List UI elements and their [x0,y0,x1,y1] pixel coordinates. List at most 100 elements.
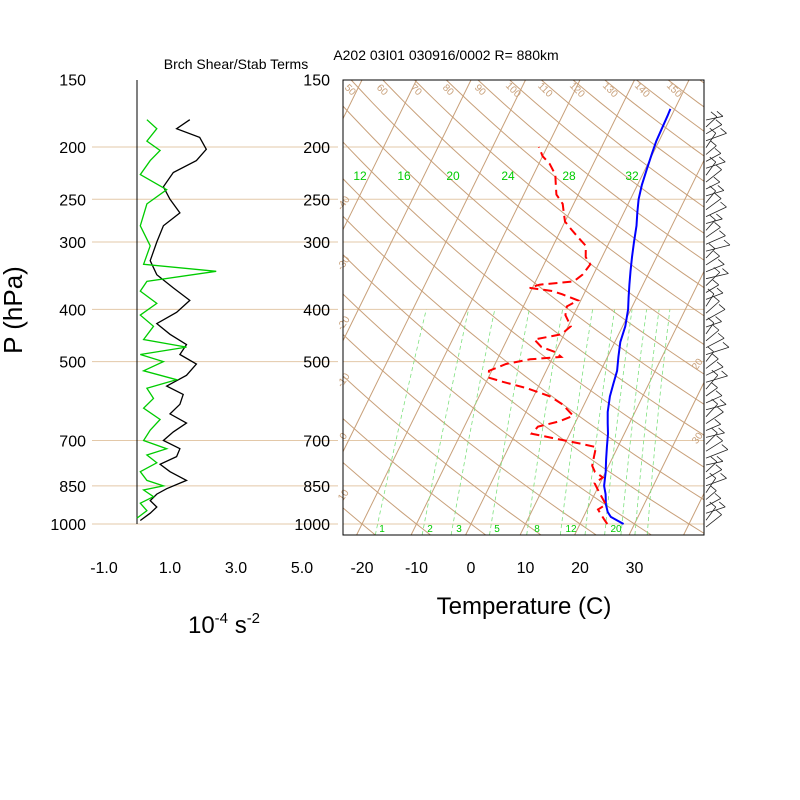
wind-barb [705,460,723,466]
wind-barb-flag [711,398,718,405]
wind-barb [705,461,718,473]
dry-adiabat-line [343,375,542,535]
wind-barb [705,403,718,417]
dry-adiabat-line [509,80,704,234]
wind-barb-flag [715,119,723,125]
wind-barb-flag [717,406,724,413]
wind-barb [705,395,723,404]
mixing-ratio-line [634,309,660,535]
wind-barb [705,440,723,452]
left-pressure-grid [92,146,338,525]
wind-barb [705,190,724,197]
wind-barb [705,132,727,142]
isotherm-line [343,80,472,342]
wind-barb-flag [716,110,724,117]
dry-adiabat-line [445,80,704,289]
wind-barb-flag [714,418,722,425]
wind-barb [705,124,723,135]
wind-barb-flag [715,464,723,470]
left-pressure-tick-300: 300 [59,235,86,252]
wind-barb [705,346,730,355]
wind-barb-flag [709,127,716,134]
mixing-ratio-label-bottom: 1 [379,524,385,535]
skewt-series-0 [603,108,672,525]
wind-barb-flag [718,304,726,310]
mixing-ratio-line [374,309,427,535]
wind-barb-flag [711,369,719,376]
wind-barb-flag [721,444,729,450]
wind-barb-flag [716,361,724,368]
skewt-series [487,108,672,525]
wind-barb-flag [715,316,722,322]
dry-adiabat-line [477,80,704,261]
left-x-tick-labels: -1.0 1.0 3.0 5.0 [90,560,313,577]
wind-barb [705,351,714,362]
mixing-ratio-label-bottom: 2 [427,524,433,535]
wind-barb-flag [714,148,722,154]
wind-barb [705,272,721,286]
isotherm-line [343,80,526,453]
isotherm-line [519,159,704,535]
wind-barb [705,132,717,148]
wind-barb [705,469,723,480]
wind-barb-flag [719,399,727,405]
wind-barb [705,300,720,314]
mixing-ratio-line [584,309,616,535]
wind-barb [705,293,715,307]
wind-barb-flag [716,435,723,442]
dry-adiabat-line [343,333,597,535]
skewt-pressure-tick-200: 200 [303,140,330,157]
dry-adiabat-line [343,253,704,534]
wind-barb-flag [707,317,715,324]
wind-barbs [705,110,731,528]
left-panel-title: Brch Shear/Stab Terms [164,56,308,72]
wind-barb [705,190,716,204]
skewt-temp-tick-5: 30 [626,560,644,577]
wind-barb [705,292,724,300]
wind-barb-flag [709,472,716,479]
mixing-ratio-line [421,309,469,535]
skewt-pressure-tick-500: 500 [303,355,330,372]
mixing-ratio-label-top: 28 [562,169,576,183]
wind-barb-flag [707,346,714,353]
wind-barb-flag [712,324,720,331]
left-series-1 [136,119,217,519]
wind-barb-flag [716,213,723,220]
wind-barb-flag [720,127,727,134]
wind-barb [705,477,727,487]
wind-barb-flag [721,370,728,377]
wind-barb [705,273,729,280]
wind-barb [705,309,726,321]
wind-barb-flag [714,493,722,499]
wind-barb-flag [716,455,724,462]
mixing-ratio-label-bottom: 5 [494,524,500,535]
mixing-ratio-label-top: 16 [397,169,411,183]
isotherm-line [628,381,704,535]
mixing-ratio-label-top: 12 [353,169,367,183]
wind-barb [705,477,717,493]
skewt-temperature-tick-labels: -20 -10 0 10 20 30 [350,560,643,577]
left-x-tick-3: 5.0 [291,560,313,577]
wind-barb [705,244,731,252]
left-pressure-tick-labels: 150 200 250 300 400 500 700 850 1000 [50,73,86,534]
isotherm-label: 0 [338,431,350,442]
wind-barb [705,145,717,155]
left-pressure-tick-250: 250 [59,192,86,209]
wind-barb-flag [714,222,721,228]
dry-adiabat-line [414,80,704,317]
wind-barb-flag [717,259,725,265]
skewt-mixing-ratio-lines [374,309,671,535]
left-pressure-tick-700: 700 [59,433,86,450]
skewt-pressure-tick-250: 250 [303,192,330,209]
mixing-ratio-label-bottom: 8 [534,524,540,535]
wind-barb [705,198,722,211]
wind-barb-flag [718,427,725,434]
wind-barb [705,169,722,183]
wind-barb-flag [715,164,722,170]
wind-barb-flag [710,111,718,118]
isotherm-line [343,80,417,231]
wind-barb [705,161,717,176]
mixing-ratio-label-top: 32 [625,169,639,183]
wind-barb [705,358,719,369]
left-series-0 [139,119,208,522]
